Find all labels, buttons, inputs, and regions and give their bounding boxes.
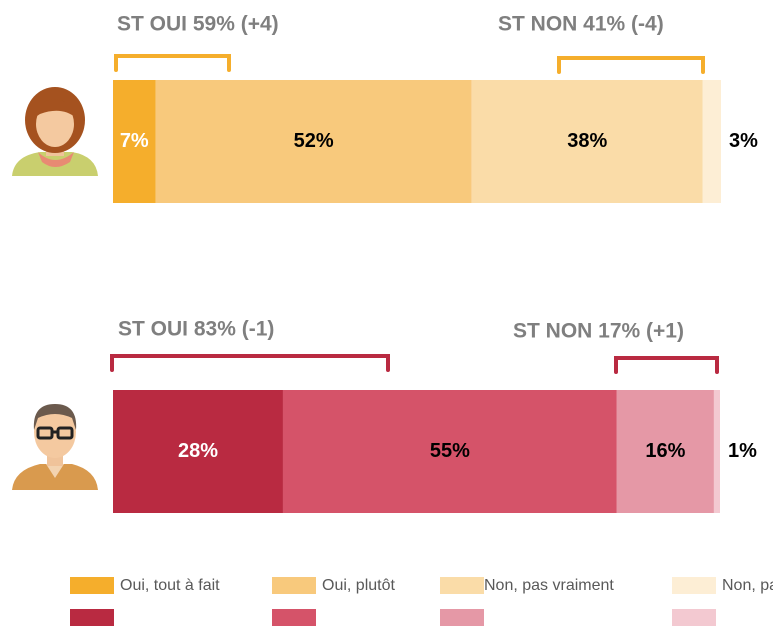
legend-swatch [272,609,316,626]
value-label: 3% [729,130,758,152]
value-label: 52% [294,130,334,152]
legend-swatch [672,609,716,626]
value-label: 16% [645,440,685,462]
man-icon [12,404,98,490]
legend-label: Oui, plutôt [322,577,395,594]
bracket [114,54,231,72]
bar-segment [616,390,714,513]
woman-icon [12,87,98,176]
legend-label: Non, pas vraiment [484,577,614,594]
bar-segment [713,390,720,513]
legend-swatch [672,577,716,594]
brackets [110,54,719,374]
legend-swatch [70,609,114,626]
bracket [110,354,390,372]
bar-segment [282,390,617,513]
annotation: ST NON 41% (-4) [498,13,664,36]
value-label: 7% [120,130,149,152]
legend-swatch [440,577,484,594]
legend-label: Oui, tout à fait [120,577,220,594]
legend-label: Non, pas du tout [722,577,773,594]
bar-segment [471,80,703,203]
annotation: ST OUI 83% (-1) [118,318,274,341]
value-label: 1% [728,440,757,462]
bar-segment [113,80,156,203]
bracket [557,56,705,74]
bracket [614,356,719,374]
annotation: ST NON 17% (+1) [513,320,684,343]
legend-swatch [272,577,316,594]
bar-segment [155,80,472,203]
annotation: ST OUI 59% (+4) [117,13,279,36]
bar-segment [702,80,721,203]
legend-swatch [440,609,484,626]
value-label: 28% [178,440,218,462]
bar-segment [113,390,283,513]
legend-swatch [70,577,114,594]
value-label: 38% [567,130,607,152]
value-label: 55% [430,440,470,462]
